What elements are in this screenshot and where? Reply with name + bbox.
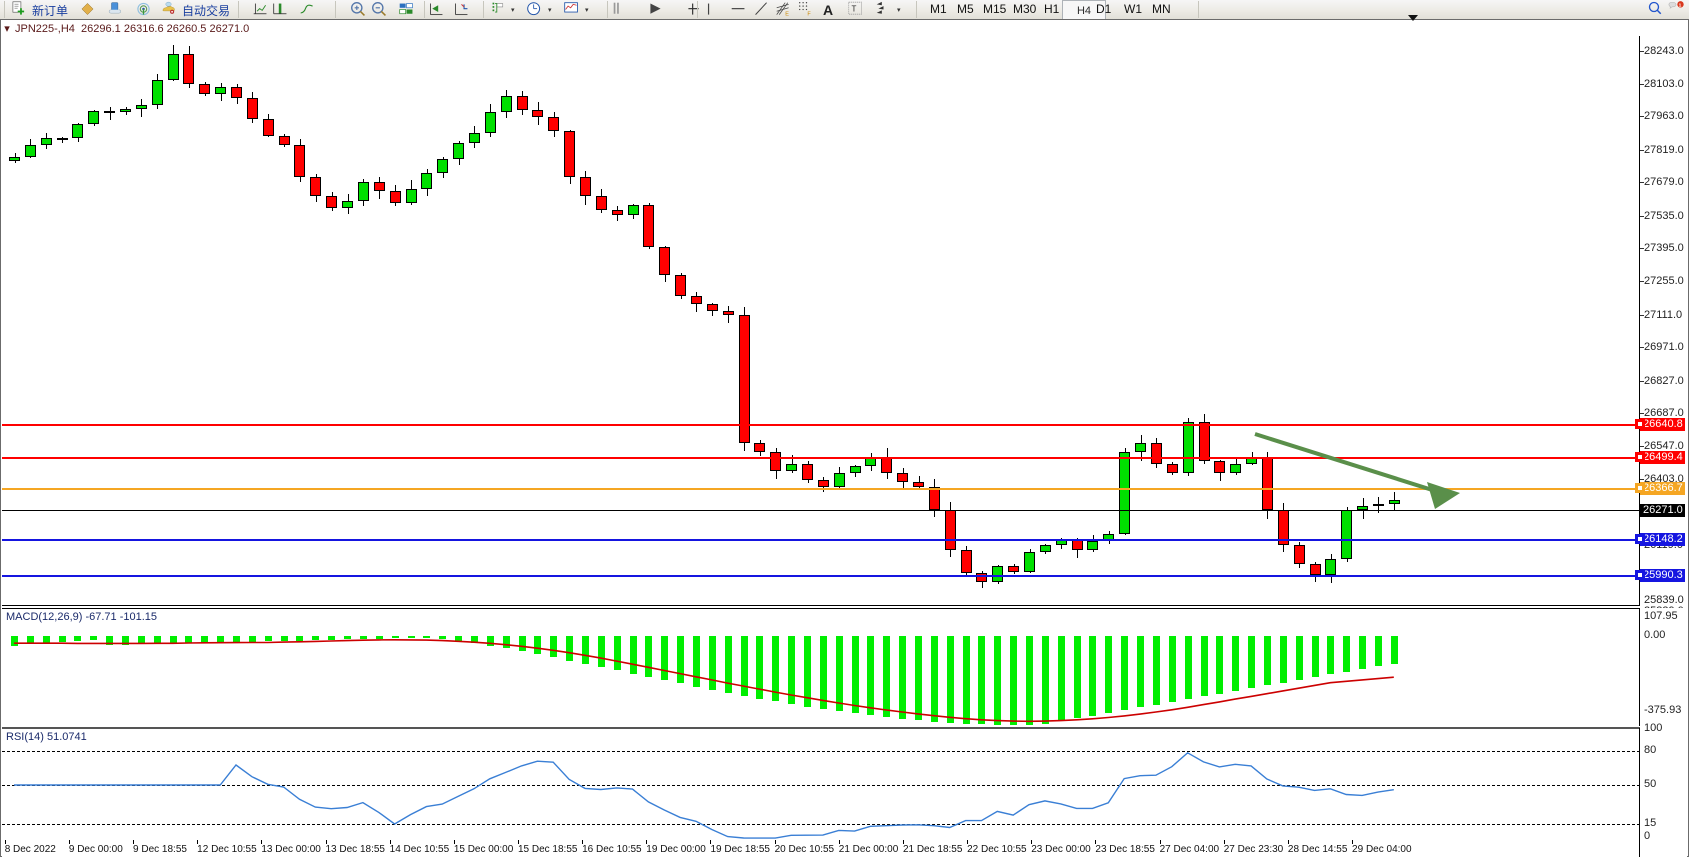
svg-text:E: E xyxy=(785,11,789,17)
svg-text:T: T xyxy=(852,4,857,13)
svg-text:F: F xyxy=(807,11,811,17)
svg-text:1: 1 xyxy=(1679,3,1682,9)
